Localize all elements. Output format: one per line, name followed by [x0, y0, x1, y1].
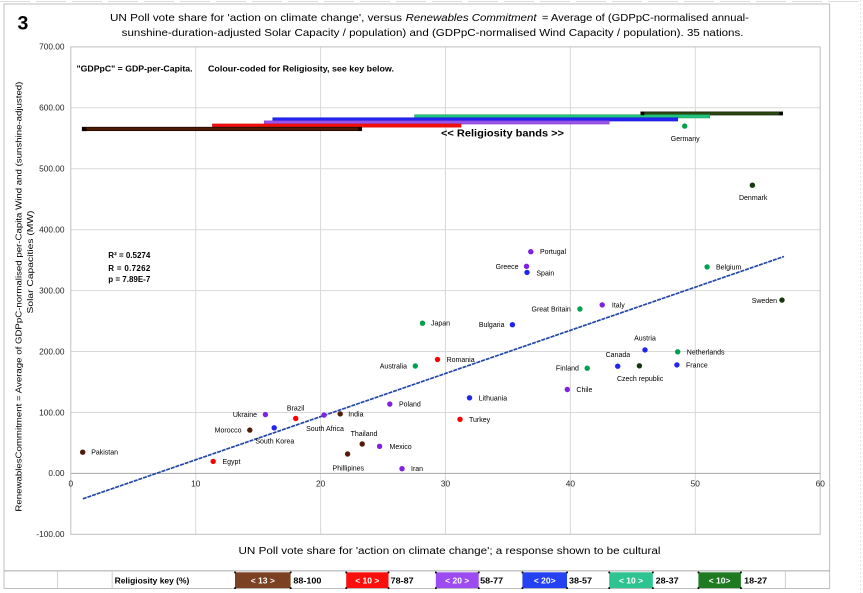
svg-text:700.00: 700.00	[39, 42, 65, 52]
svg-text:Religiosity key (%): Religiosity key (%)	[115, 576, 190, 586]
svg-text:sunshine-duration-adjusted Sol: sunshine-duration-adjusted Solar Capacit…	[122, 27, 744, 39]
svg-text:Mexico: Mexico	[390, 444, 412, 451]
svg-text:p = 7.89E-7: p = 7.89E-7	[108, 275, 151, 284]
svg-text:Romania: Romania	[447, 357, 475, 364]
svg-text:France: France	[686, 362, 708, 369]
svg-text:30: 30	[441, 479, 451, 489]
svg-text:40: 40	[566, 479, 576, 489]
svg-text:Brazil: Brazil	[287, 406, 305, 413]
svg-text:< 20 >: < 20 >	[445, 576, 469, 586]
svg-text:Pakistan: Pakistan	[91, 450, 118, 457]
svg-text:Portugal: Portugal	[540, 249, 567, 256]
svg-text:Germany: Germany	[671, 136, 700, 143]
svg-text:Egypt: Egypt	[223, 459, 241, 466]
svg-text:< 10 >: < 10 >	[619, 576, 643, 586]
svg-text:Denmark: Denmark	[739, 195, 768, 202]
svg-text:Thailand: Thailand	[351, 431, 378, 438]
svg-text:50: 50	[691, 479, 701, 489]
svg-text:UN Poll vote share for 'action: UN Poll vote share for 'action on climat…	[239, 546, 661, 557]
svg-text:3: 3	[18, 13, 29, 35]
svg-text:Netherlands: Netherlands	[687, 349, 725, 356]
svg-text:R = 0.7262: R = 0.7262	[108, 264, 151, 273]
svg-text:Great Britain: Great Britain	[532, 307, 571, 314]
svg-text:< 13 >: < 13 >	[251, 576, 275, 586]
svg-text:500.00: 500.00	[39, 164, 65, 174]
svg-text:300.00: 300.00	[39, 285, 65, 295]
svg-text:<< Religiosity bands >>: << Religiosity bands >>	[441, 129, 564, 140]
svg-text:Czech republic: Czech republic	[617, 376, 664, 383]
svg-text:"GDPpC" = GDP-per-Capita.: "GDPpC" = GDP-per-Capita.	[77, 64, 193, 74]
svg-text:Solar Capacities (MW): Solar Capacities (MW)	[25, 210, 35, 313]
svg-text:= Average of (GDPpC-normalised: = Average of (GDPpC-normalised annual-	[542, 12, 750, 24]
svg-text:Iran: Iran	[411, 466, 423, 473]
svg-text:Turkey: Turkey	[469, 417, 491, 424]
svg-text:58-77: 58-77	[480, 576, 503, 586]
svg-text:Canada: Canada	[606, 352, 631, 359]
svg-text:Phillipines: Phillipines	[333, 465, 365, 472]
svg-text:Japan: Japan	[431, 321, 450, 328]
svg-text:Italy: Italy	[612, 302, 625, 309]
svg-text:Ukraine: Ukraine	[233, 412, 257, 419]
svg-text:Sweden: Sweden	[752, 298, 777, 305]
svg-text:< 10>: < 10>	[709, 576, 731, 586]
svg-text:Austria: Austria	[634, 336, 656, 343]
svg-text:Chile: Chile	[576, 387, 592, 394]
svg-text:20: 20	[316, 479, 326, 489]
svg-text:Poland: Poland	[399, 402, 421, 409]
svg-text:R² = 0.5274: R² = 0.5274	[108, 251, 151, 260]
svg-text:Belgium: Belgium	[716, 264, 741, 271]
svg-text:Australia: Australia	[380, 364, 407, 371]
svg-text:400.00: 400.00	[39, 225, 65, 235]
svg-text:Colour-coded for Religiosity,: Colour-coded for Religiosity, see key be…	[208, 64, 394, 74]
svg-text:Greece: Greece	[496, 264, 519, 271]
svg-text:28-37: 28-37	[656, 576, 679, 586]
svg-text:0: 0	[68, 479, 73, 489]
svg-text:10: 10	[191, 479, 201, 489]
svg-text:Lithuania: Lithuania	[479, 395, 508, 402]
svg-text:0.00: 0.00	[48, 468, 65, 478]
svg-text:78-87: 78-87	[391, 576, 414, 586]
svg-text:Finland: Finland	[556, 366, 579, 373]
svg-text:South Korea: South Korea	[255, 439, 294, 446]
svg-text:South Africa: South Africa	[306, 426, 344, 433]
svg-text:60: 60	[816, 479, 826, 489]
svg-text:Morocco: Morocco	[215, 428, 242, 435]
svg-text:UN Poll vote share for 'action: UN Poll vote share for 'action on climat…	[110, 12, 402, 24]
svg-text:-100.00: -100.00	[36, 529, 65, 539]
svg-text:38-57: 38-57	[569, 576, 592, 586]
svg-text:18-27: 18-27	[744, 576, 767, 586]
svg-text:< 20>: < 20>	[534, 576, 556, 586]
svg-text:Bulgaria: Bulgaria	[479, 322, 505, 329]
svg-text:< 10 >: < 10 >	[355, 576, 379, 586]
svg-text:88-100: 88-100	[293, 576, 321, 586]
svg-text:Renewables Commitment: Renewables Commitment	[406, 12, 538, 24]
svg-text:600.00: 600.00	[39, 103, 65, 113]
svg-text:RenewablesCommitment = Average: RenewablesCommitment = Average of GDPpC-…	[14, 81, 24, 511]
svg-text:100.00: 100.00	[39, 407, 65, 417]
svg-text:Spain: Spain	[536, 270, 554, 277]
svg-text:200.00: 200.00	[39, 346, 65, 356]
svg-text:India: India	[348, 411, 363, 418]
